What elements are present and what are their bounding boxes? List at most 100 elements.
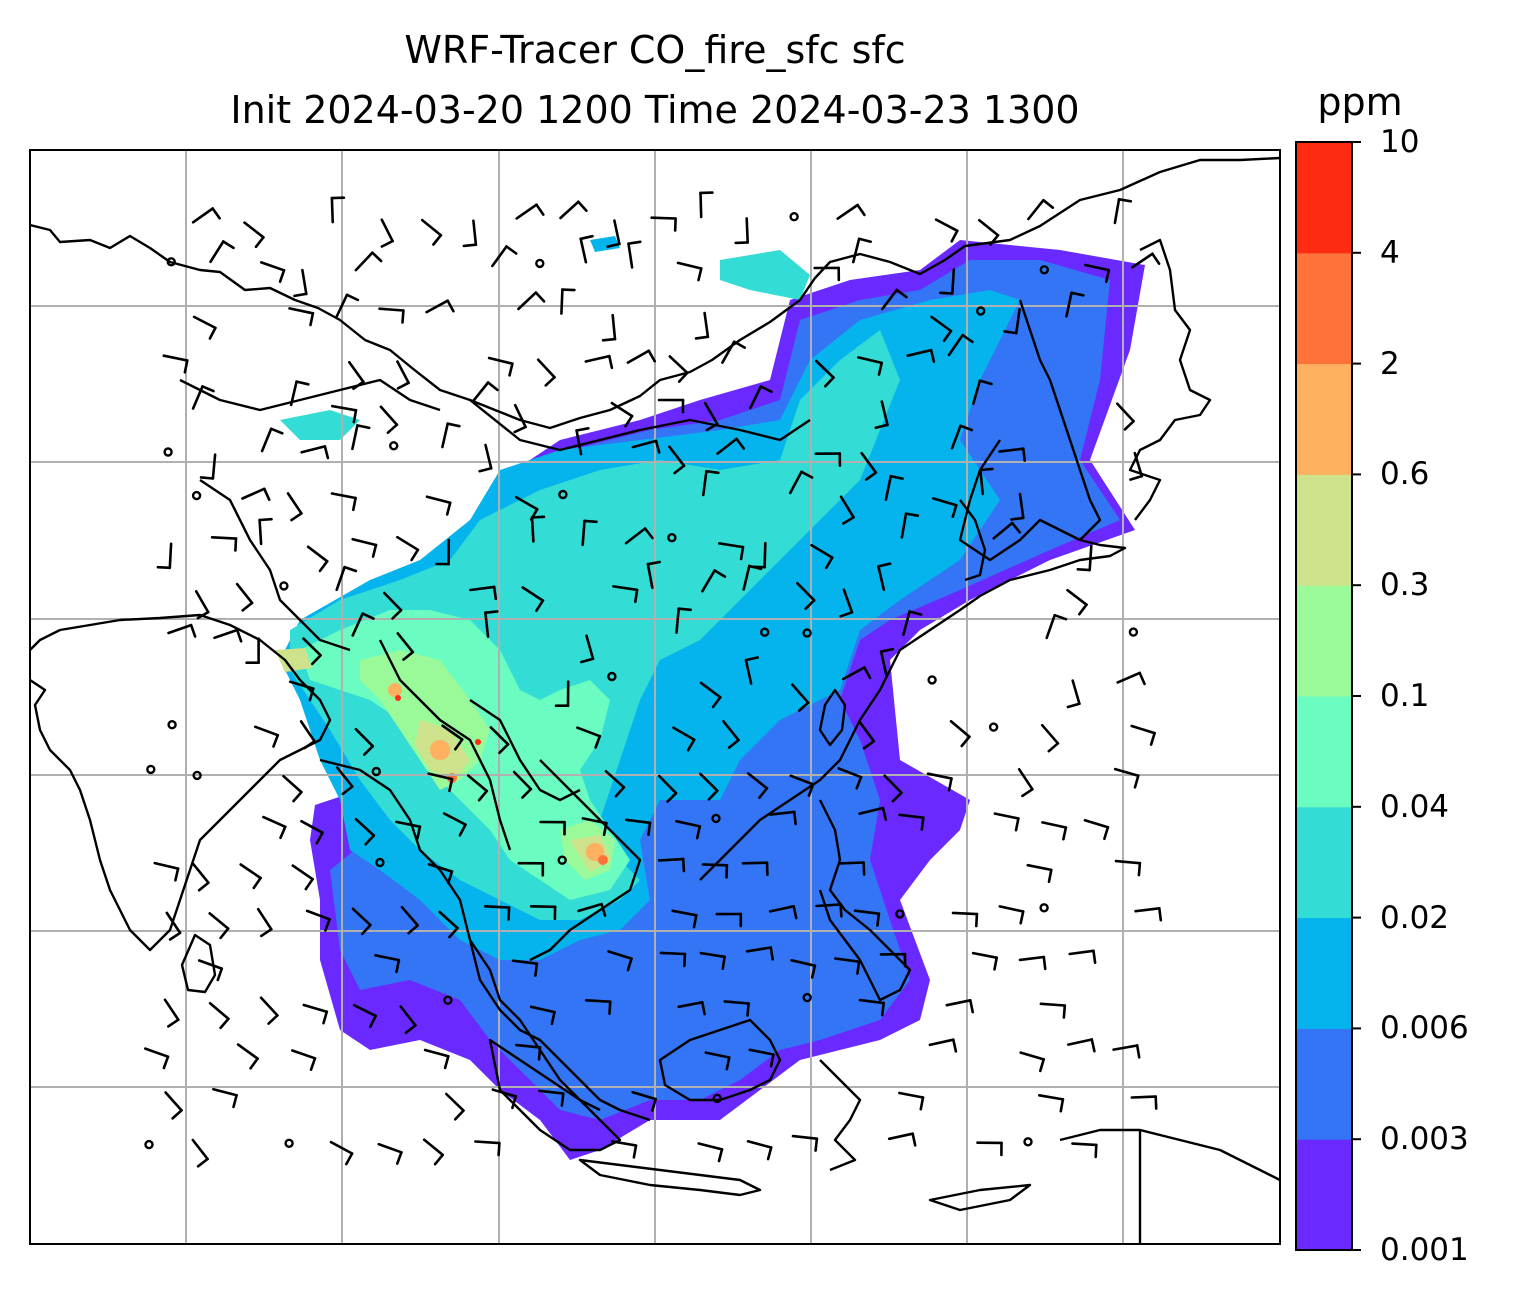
- wind-barb: [559, 200, 588, 220]
- wind-barb-calm: [802, 992, 812, 1003]
- coastline-sumatra: [488, 1038, 622, 1152]
- wind-barb: [979, 467, 994, 496]
- wind-barb: [554, 680, 570, 708]
- wind-barb-calm: [167, 720, 177, 730]
- wind-barb: [631, 439, 661, 454]
- wind-barb: [290, 1049, 317, 1071]
- colorbar: [1295, 141, 1361, 1251]
- wind-barb: [302, 637, 322, 666]
- wind-barb: [539, 820, 566, 836]
- wind-barb: [950, 424, 974, 450]
- colorbar-segment: [1296, 142, 1352, 254]
- wind-barb: [879, 952, 907, 968]
- wind-barb: [860, 451, 878, 481]
- wind-barb: [330, 404, 358, 424]
- wind-barb: [474, 1140, 501, 1157]
- wind-barb-calm: [163, 447, 173, 457]
- wind-barb: [930, 315, 953, 343]
- wind-barb: [646, 560, 662, 590]
- wind-barb: [471, 381, 499, 403]
- wind-barb: [606, 219, 621, 248]
- wind-barb: [377, 1142, 403, 1165]
- wind-barb: [814, 359, 835, 388]
- wind-barb-calm: [279, 581, 289, 591]
- wind-barb-calm: [166, 257, 176, 267]
- wind-barb: [951, 911, 979, 928]
- colorbar-segment: [1296, 1139, 1352, 1251]
- wind-barb-calm: [667, 533, 677, 543]
- wind-barb: [790, 958, 817, 979]
- coastline-new-guinea: [1059, 1128, 1280, 1182]
- wind-barb-calm: [895, 909, 905, 919]
- wind-barb: [716, 437, 746, 455]
- wind-barb: [423, 1048, 450, 1070]
- wind-barb: [1017, 767, 1034, 798]
- wind-barb: [880, 288, 908, 311]
- colorbar-unit-label: ppm: [1317, 80, 1403, 124]
- wind-barb: [877, 562, 892, 592]
- tracer-level-0.006: [590, 236, 620, 252]
- wind-barb: [624, 818, 652, 837]
- wind-barb: [898, 813, 925, 831]
- wind-barb: [610, 1140, 638, 1159]
- wind-barb: [1067, 1038, 1096, 1053]
- wind-barb: [703, 401, 719, 432]
- wind-barb: [469, 585, 498, 601]
- wind-barb: [164, 1091, 183, 1120]
- wind-barb: [1130, 1095, 1158, 1110]
- wind-barb: [657, 857, 686, 873]
- wind-barb: [462, 219, 478, 248]
- coastline-china-east: [699, 439, 1127, 881]
- coastline-north-asia: [30, 156, 1280, 430]
- wind-barb: [1010, 492, 1025, 521]
- wind-barb: [262, 815, 287, 840]
- wind-barb: [576, 726, 602, 749]
- tracer-level-0.6: [388, 683, 402, 697]
- wind-barb: [293, 268, 308, 298]
- wind-barb: [422, 1138, 445, 1166]
- wind-barb: [945, 998, 975, 1014]
- wind-barb: [580, 634, 595, 664]
- colorbar-segment: [1296, 806, 1352, 919]
- wind-barb: [1071, 1142, 1098, 1159]
- wind-barb: [260, 427, 284, 453]
- wind-barb: [530, 515, 546, 543]
- wind-barb: [742, 564, 763, 591]
- colorbar-segment: [1296, 363, 1352, 475]
- wind-barb-calm: [712, 1093, 722, 1104]
- wind-barb: [511, 959, 539, 977]
- wind-barb: [347, 360, 365, 391]
- wind-barb: [300, 819, 324, 845]
- coastline-india: [30, 613, 332, 952]
- wind-barb: [351, 424, 371, 451]
- wind-barb: [1027, 198, 1055, 221]
- wind-barb: [396, 535, 420, 562]
- wind-barb: [841, 666, 872, 681]
- wind-barb: [1065, 291, 1085, 318]
- wind-barb: [400, 905, 420, 935]
- wind-barb: [352, 1003, 378, 1028]
- wind-barb: [791, 1134, 819, 1152]
- wind-barb: [659, 951, 687, 968]
- wind-barb: [584, 354, 614, 370]
- coastline-japan: [1018, 299, 1102, 541]
- country-border-myanmar: [378, 639, 512, 851]
- wind-barb: [906, 348, 936, 364]
- wind-barb: [851, 237, 873, 264]
- wind-barb: [286, 492, 303, 522]
- wind-barb: [515, 203, 545, 220]
- wind-barb: [839, 588, 854, 618]
- wind-barb-calm: [988, 722, 999, 732]
- wind-barb: [1040, 723, 1060, 753]
- wind-barb: [1112, 1044, 1141, 1059]
- wind-barb: [379, 405, 399, 435]
- wind-barb: [241, 487, 271, 502]
- wind-barb: [631, 1090, 658, 1112]
- wind-barb: [1041, 821, 1068, 841]
- colorbar-tick-label: 0.003: [1380, 1121, 1469, 1158]
- wind-barb: [536, 358, 556, 387]
- wind-barb: [998, 447, 1026, 463]
- wind-barb: [1083, 818, 1110, 841]
- wind-barb: [898, 1091, 925, 1111]
